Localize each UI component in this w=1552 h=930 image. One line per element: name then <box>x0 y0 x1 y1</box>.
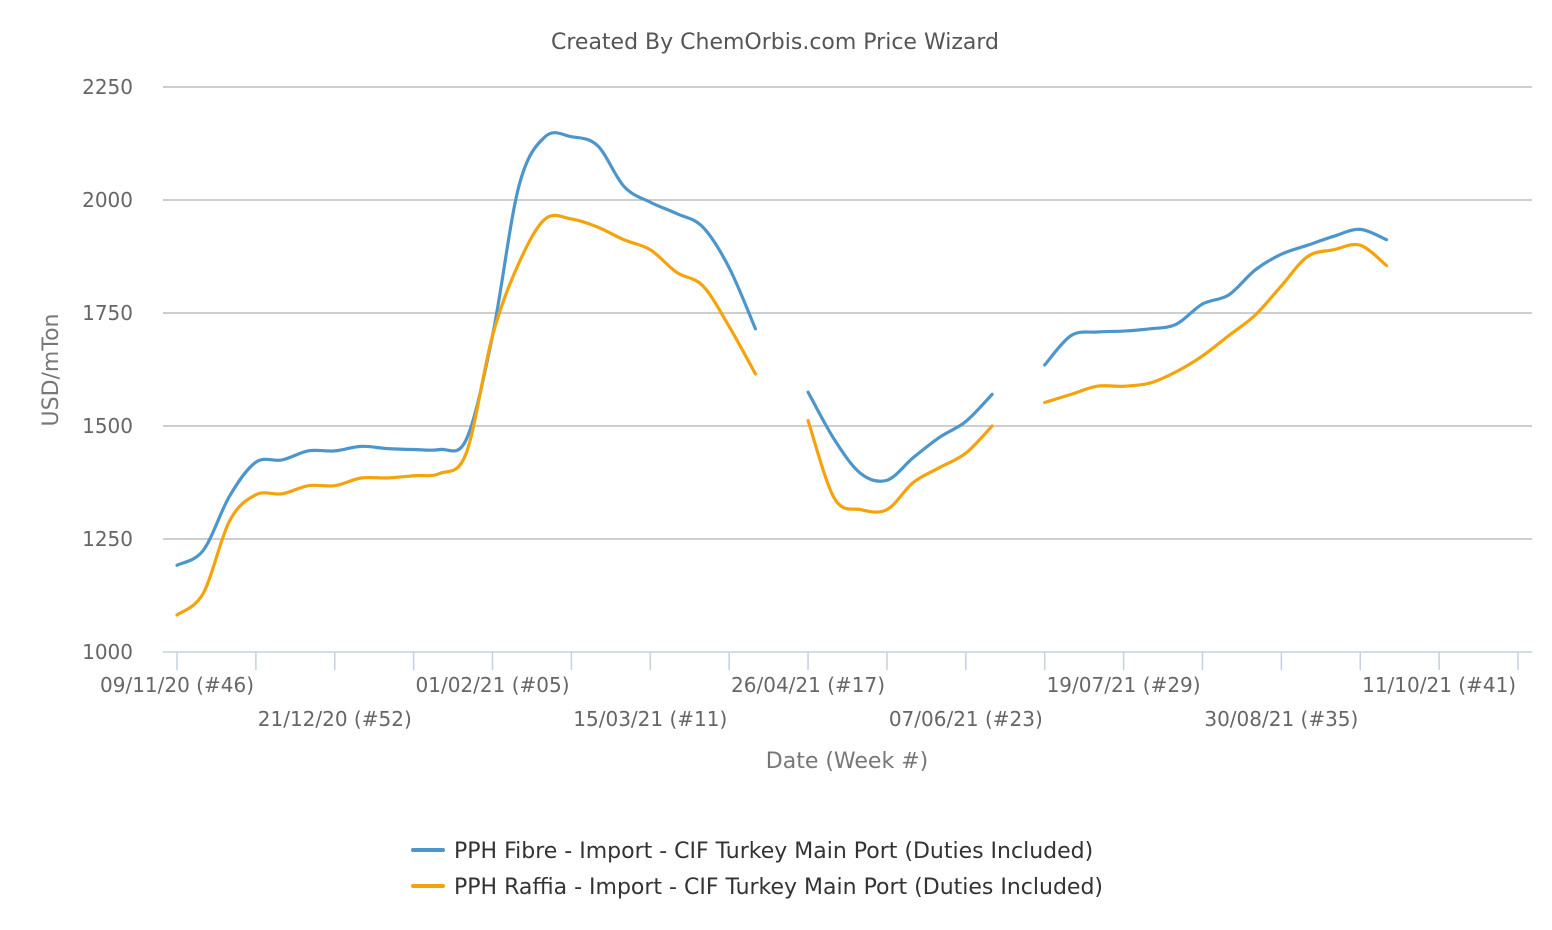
series-line-segment[interactable] <box>806 418 994 514</box>
legend-item[interactable]: PPH Raffia - Import - CIF Turkey Main Po… <box>411 875 1103 900</box>
legend-item[interactable]: PPH Fibre - Import - CIF Turkey Main Por… <box>411 839 1093 864</box>
y-tick-label: 2000 <box>82 188 133 212</box>
series-line-segment[interactable] <box>175 131 758 567</box>
x-tick-label: 07/06/21 (#23) <box>889 707 1043 731</box>
legend[interactable]: PPH Fibre - Import - CIF Turkey Main Por… <box>411 839 1103 900</box>
series-lines <box>175 131 1389 617</box>
x-tick-label: 21/12/20 (#52) <box>258 707 412 731</box>
y-axis-title: USD/mTon <box>39 314 64 427</box>
y-axis-tick-labels: 1000 1250 1500 1750 2000 2250 <box>82 75 133 664</box>
y-tick-label: 1500 <box>82 414 133 438</box>
x-tick-label: 26/04/21 (#17) <box>731 673 885 697</box>
series-line-segment[interactable] <box>1043 242 1389 405</box>
series-line-segment[interactable] <box>1043 227 1389 367</box>
legend-label: PPH Fibre - Import - CIF Turkey Main Por… <box>454 839 1093 864</box>
y-tick-label: 2250 <box>82 75 133 99</box>
x-tick-label: 09/11/20 (#46) <box>100 673 254 697</box>
y-tick-label: 1750 <box>82 301 133 325</box>
series-1[interactable] <box>175 131 1389 567</box>
x-axis-ticks: 09/11/20 (#46)21/12/20 (#52)01/02/21 (#0… <box>100 652 1519 731</box>
chart-title: Created By ChemOrbis.com Price Wizard <box>551 30 999 55</box>
legend-label: PPH Raffia - Import - CIF Turkey Main Po… <box>454 875 1103 900</box>
x-tick-label: 15/03/21 (#11) <box>573 707 727 731</box>
x-axis-title: Date (Week #) <box>766 749 928 774</box>
x-tick-label: 19/07/21 (#29) <box>1047 673 1201 697</box>
x-tick-label: 11/10/21 (#41) <box>1362 673 1516 697</box>
gridlines <box>163 86 1532 540</box>
y-tick-label: 1000 <box>82 640 133 664</box>
y-tick-label: 1250 <box>82 527 133 551</box>
x-tick-label: 30/08/21 (#35) <box>1204 707 1358 731</box>
series-line-segment[interactable] <box>806 390 994 483</box>
series-line-segment[interactable] <box>175 213 758 617</box>
x-tick-label: 01/02/21 (#05) <box>416 673 570 697</box>
series-2[interactable] <box>175 213 1389 617</box>
